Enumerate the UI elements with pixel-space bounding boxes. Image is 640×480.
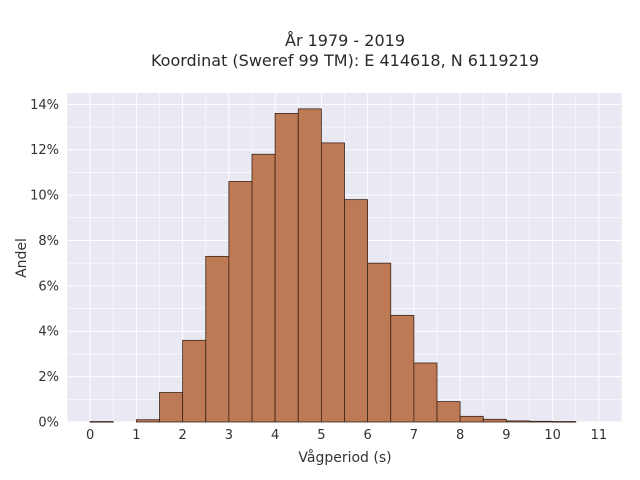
x-axis-ticks: 0 1 2 3 4 5 6 7 8 9 10 11 bbox=[86, 428, 607, 443]
histogram-bar bbox=[482, 418, 507, 423]
histogram-bar bbox=[552, 421, 577, 423]
histogram-bar bbox=[159, 392, 184, 423]
chart-subtitle: Koordinat (Sweref 99 TM): E 414618, N 61… bbox=[151, 51, 539, 70]
x-axis-label: Vågperiod (s) bbox=[298, 449, 391, 466]
chart-title: År 1979 - 2019 bbox=[285, 31, 405, 50]
histogram-bar bbox=[89, 421, 114, 423]
y-tick-label: 4% bbox=[38, 325, 59, 340]
y-axis-label: Andel bbox=[14, 238, 30, 278]
histogram-bar bbox=[413, 362, 438, 423]
y-tick-label: 0% bbox=[38, 416, 59, 431]
histogram-bar bbox=[459, 415, 484, 423]
x-tick-label: 5 bbox=[317, 428, 325, 443]
histogram-bar bbox=[297, 108, 322, 423]
histogram-bar bbox=[344, 199, 369, 423]
x-tick-label: 2 bbox=[178, 428, 186, 443]
x-tick-label: 3 bbox=[225, 428, 233, 443]
x-tick-label: 8 bbox=[456, 428, 464, 443]
y-tick-label: 14% bbox=[30, 98, 59, 113]
histogram-bar bbox=[505, 420, 530, 423]
histogram-bar bbox=[135, 419, 160, 423]
histogram-bar bbox=[228, 181, 253, 423]
histogram-bar bbox=[182, 339, 207, 423]
x-tick-label: 4 bbox=[271, 428, 279, 443]
y-tick-label: 8% bbox=[38, 234, 59, 249]
histogram-bar bbox=[367, 262, 392, 423]
x-tick-label: 9 bbox=[502, 428, 510, 443]
y-tick-label: 2% bbox=[38, 370, 59, 385]
histogram-bar bbox=[390, 314, 415, 423]
histogram-bar bbox=[251, 153, 276, 423]
y-axis-ticks: 0% 2% 4% 6% 8% 10% 12% 14% bbox=[30, 98, 59, 431]
x-tick-label: 1 bbox=[132, 428, 140, 443]
histogram-bar bbox=[205, 255, 230, 423]
histogram-bar bbox=[274, 113, 299, 423]
histogram-bar bbox=[529, 420, 554, 423]
y-tick-label: 6% bbox=[38, 279, 59, 294]
y-tick-label: 10% bbox=[30, 189, 59, 204]
x-tick-label: 11 bbox=[591, 428, 608, 443]
x-tick-label: 10 bbox=[544, 428, 561, 443]
x-tick-label: 7 bbox=[410, 428, 418, 443]
histogram-bar bbox=[436, 401, 461, 423]
histogram-bar bbox=[320, 142, 345, 423]
x-tick-label: 0 bbox=[86, 428, 94, 443]
x-tick-label: 6 bbox=[363, 428, 371, 443]
bars bbox=[89, 108, 577, 423]
y-tick-label: 12% bbox=[30, 143, 59, 158]
